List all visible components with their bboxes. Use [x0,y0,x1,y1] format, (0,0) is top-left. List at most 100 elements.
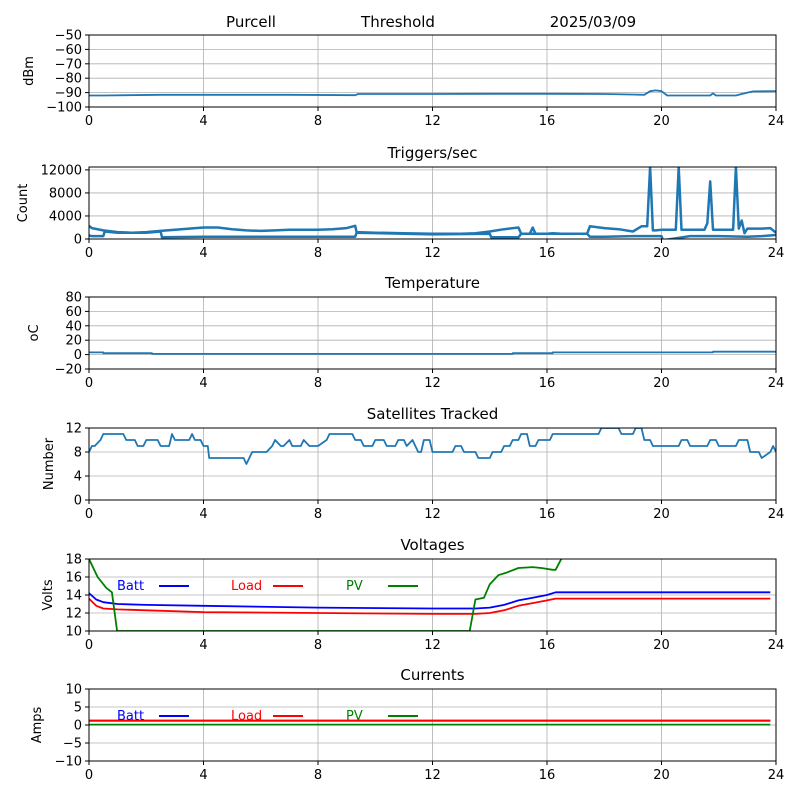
y-axis-label: Volts [41,579,56,611]
x-tick-label: 8 [314,114,322,129]
x-tick-label: 4 [199,507,207,522]
x-tick-label: 20 [653,246,670,261]
panel-title: Triggers/sec [387,144,478,162]
series-group [89,559,771,631]
header-date: 2025/03/09 [550,13,636,31]
series-line-satellites [89,428,776,465]
x-tick-label: 12 [424,246,441,261]
y-tick-label: −5 [63,737,82,752]
legend: Batt Load PV [117,579,418,594]
y-tick-label: 0 [74,719,82,734]
y-tick-label: 0 [74,494,82,509]
x-tick-label: 24 [768,507,785,522]
x-tick-label: 0 [85,638,93,653]
x-tick-label: 12 [424,114,441,129]
y-axis-label: Count [16,184,31,223]
legend-label-pv: PV [346,709,363,724]
y-tick-label: 4 [74,470,82,485]
series-group [89,719,771,726]
x-tick-label: 8 [314,507,322,522]
y-tick-label: 8 [74,446,82,461]
series-group [89,89,776,97]
y-tick-label: 12000 [41,163,82,178]
series-line-threshold [89,89,776,97]
header-mode: Threshold [360,13,435,31]
y-tick-label: −10 [55,755,82,770]
y-tick-label: −70 [55,57,82,72]
x-tick-label: 16 [539,768,556,783]
x-tick-label: 24 [768,768,785,783]
panel-title: Voltages [400,536,464,554]
y-tick-label: −100 [46,101,82,116]
x-tick-label: 24 [768,638,785,653]
y-tick-label: 10 [65,683,82,698]
y-tick-label: −90 [55,86,82,101]
panel-title: Satellites Tracked [367,405,498,423]
y-tick-label: 16 [65,571,82,586]
y-axis-label: Amps [30,706,45,743]
x-tick-label: 16 [539,246,556,261]
x-tick-label: 12 [424,638,441,653]
x-tick-label: 0 [85,114,93,129]
panel-amps: 0 4 8 12 16 20 24 −10 −5 0 5 10 Currents Amps Batt Load… [30,666,784,783]
series-line-load [89,597,771,615]
legend-label-batt: Batt [117,579,144,594]
x-tick-label: 20 [653,114,670,129]
y-tick-label: −20 [55,363,82,378]
legend-label-load: Load [231,709,262,724]
y-tick-label: 60 [65,305,82,320]
x-tick-label: 4 [199,768,207,783]
series-group [89,428,776,465]
series-line-batt [89,591,771,610]
y-tick-label: 8000 [49,186,82,201]
x-tick-label: 16 [539,376,556,391]
figure-header: Purcell Threshold 2025/03/09 [226,13,636,31]
y-tick-label: 12 [65,607,82,622]
series-line-triggers_lower [89,230,776,239]
y-tick-label: −80 [55,72,82,87]
series-group [89,167,776,239]
y-tick-label: 18 [65,553,82,568]
legend: Batt Load PV [117,709,418,724]
x-tick-label: 24 [768,114,785,129]
y-axis-label: Number [42,437,57,490]
x-tick-label: 16 [539,114,556,129]
x-tick-label: 8 [314,768,322,783]
series-line-pv [89,559,563,631]
panel-dbm: 0 4 8 12 16 20 24 −100−90−80−70−60−50 dBm [22,29,784,130]
x-tick-label: 24 [768,376,785,391]
series-line-temperature [89,350,776,355]
panel-volts: 0 4 8 12 16 20 24 10 12 14 16 18 Voltages Volts Batt Lo… [41,536,784,653]
y-axis-label: dBm [22,56,37,86]
x-tick-label: 12 [424,507,441,522]
x-tick-label: 4 [199,638,207,653]
x-tick-label: 4 [199,376,207,391]
y-tick-label: 10 [65,625,82,640]
x-tick-label: 12 [424,376,441,391]
x-tick-label: 12 [424,768,441,783]
y-tick-label: 40 [65,319,82,334]
x-tick-label: 16 [539,638,556,653]
y-tick-label: 14 [65,589,82,604]
grid [88,296,777,370]
series-group [89,350,776,355]
x-tick-label: 20 [653,768,670,783]
y-tick-label: 0 [74,348,82,363]
x-tick-label: 8 [314,376,322,391]
y-tick-label: 0 [74,233,82,248]
y-tick-label: 5 [74,701,82,716]
legend-label-load: Load [231,579,262,594]
legend-label-batt: Batt [117,709,144,724]
x-tick-label: 8 [314,638,322,653]
x-tick-label: 0 [85,768,93,783]
x-tick-label: 4 [199,246,207,261]
y-tick-label: 20 [65,334,82,349]
y-tick-label: 12 [65,422,82,437]
header-station: Purcell [226,13,276,31]
panel-number: 0 4 8 12 16 20 24 0 4 8 12 Satellites Tracked Number [42,405,784,522]
y-axis-label: oC [27,324,42,341]
y-tick-label: 80 [65,291,82,306]
x-tick-label: 24 [768,246,785,261]
